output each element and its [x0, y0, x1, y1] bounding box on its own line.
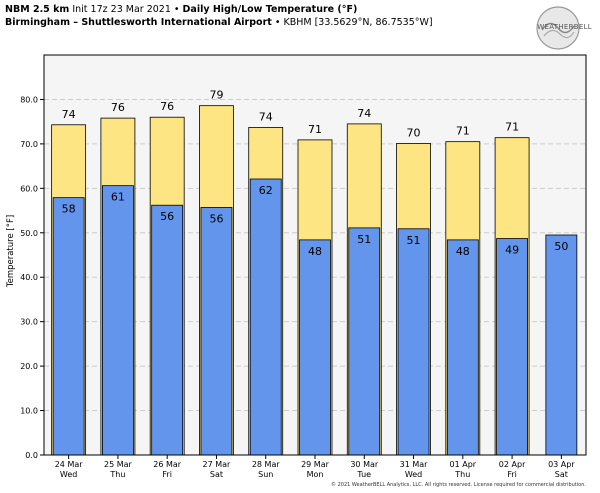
high-temp-label: 74: [259, 110, 273, 123]
low-temp-label: 62: [259, 184, 273, 197]
init-time: Init 17z 23 Mar 2021: [72, 4, 171, 15]
low-temp-label: 49: [505, 244, 519, 257]
x-tick-date: 03 Apr: [548, 460, 575, 469]
y-tick-label: 80.0: [20, 95, 38, 104]
low-temp-label: 51: [357, 233, 371, 246]
y-tick-label: 20.0: [20, 362, 38, 371]
x-tick-day: Wed: [405, 470, 422, 479]
bars: [51, 105, 578, 456]
y-tick-label: 50.0: [20, 229, 38, 238]
high-temp-label: 74: [357, 107, 371, 120]
x-tick-day: Sun: [258, 470, 273, 479]
low-temp-label: 56: [209, 212, 223, 225]
y-tick-label: 40.0: [20, 273, 38, 282]
logo-text: WEATHERBELL: [537, 23, 592, 31]
weatherbell-logo-icon: [536, 6, 580, 50]
copyright-notice: © 2021 WeatherBELL Analytics, LLC. All r…: [331, 482, 586, 488]
y-tick-label: 30.0: [20, 318, 38, 327]
low-temp-label: 61: [111, 191, 125, 204]
x-tick-day: Fri: [507, 470, 517, 479]
x-tick-date: 26 Mar: [153, 460, 182, 469]
x-tick-date: 30 Mar: [350, 460, 379, 469]
low-temp-bar: [151, 204, 184, 456]
low-temp-label: 48: [456, 245, 470, 258]
low-temp-bar: [496, 238, 528, 456]
x-tick-day: Mon: [307, 470, 324, 479]
x-tick-date: 02 Apr: [499, 460, 526, 469]
x-tick-date: 28 Mar: [252, 460, 281, 469]
low-temp-label: 58: [62, 203, 76, 216]
x-tick-date: 01 Apr: [450, 460, 477, 469]
header-separator: •: [274, 17, 281, 28]
low-temp-bar: [299, 239, 331, 456]
y-axis-ticks: 0.0 10.0 20.0 30.0 40.0 50.0 60.0 70.0 80.0: [20, 95, 44, 460]
high-temp-label: 74: [62, 108, 76, 121]
low-temp-label: 51: [407, 234, 421, 247]
y-tick-label: 0.0: [25, 451, 38, 460]
product-title: Daily High/Low Temperature (°F): [182, 4, 358, 15]
high-temp-label: 71: [308, 123, 322, 136]
y-tick-label: 60.0: [20, 184, 38, 193]
x-tick-day: Sat: [210, 470, 223, 479]
low-temp-bar: [102, 185, 134, 456]
x-tick-day: Sat: [555, 470, 568, 479]
high-temp-label: 79: [209, 89, 223, 102]
low-temp-label: 56: [160, 210, 174, 223]
high-temp-label: 70: [407, 126, 421, 139]
low-temp-bar: [52, 197, 85, 456]
low-temp-label: 50: [554, 240, 568, 253]
bar-labels: 74 58 76 61 76 56 79 56 74 62 71 48 74 51 70 51 71 48 71 49…: [62, 89, 569, 258]
high-temp-label: 76: [111, 101, 125, 114]
low-temp-bar: [545, 234, 578, 456]
x-tick-date: 24 Mar: [55, 460, 84, 469]
x-tick-date: 31 Mar: [400, 460, 429, 469]
station-coordinates: KBHM [33.5629°N, 86.7535°W]: [283, 17, 433, 28]
low-temp-bar: [249, 178, 282, 456]
chart-header-line-1: NBM 2.5 km Init 17z 23 Mar 2021 • Daily …: [5, 4, 357, 15]
high-temp-label: 76: [160, 100, 174, 113]
x-tick-day: Fri: [162, 470, 172, 479]
x-tick-day: Wed: [60, 470, 77, 479]
high-temp-label: 71: [456, 125, 470, 138]
high-temp-label: 71: [505, 121, 519, 134]
model-name: NBM 2.5 km: [5, 4, 70, 15]
y-tick-label: 70.0: [20, 140, 38, 149]
x-tick-date: 27 Mar: [203, 460, 232, 469]
x-tick-date: 29 Mar: [301, 460, 330, 469]
low-temp-bar: [200, 207, 233, 456]
header-separator: •: [173, 4, 180, 15]
low-temp-bar: [397, 228, 430, 456]
y-axis-label: Temperature [°F]: [6, 215, 16, 288]
low-temp-bar: [348, 227, 381, 456]
station-name: Birmingham – Shuttlesworth International…: [5, 17, 272, 28]
y-tick-label: 10.0: [20, 407, 38, 416]
x-tick-day: Tue: [356, 470, 371, 479]
x-tick-day: Thu: [454, 470, 470, 479]
low-temp-label: 48: [308, 245, 322, 258]
chart-header-line-2: Birmingham – Shuttlesworth International…: [5, 17, 433, 28]
x-tick-day: Thu: [109, 470, 125, 479]
x-tick-date: 25 Mar: [104, 460, 133, 469]
low-temp-bar: [446, 239, 479, 456]
